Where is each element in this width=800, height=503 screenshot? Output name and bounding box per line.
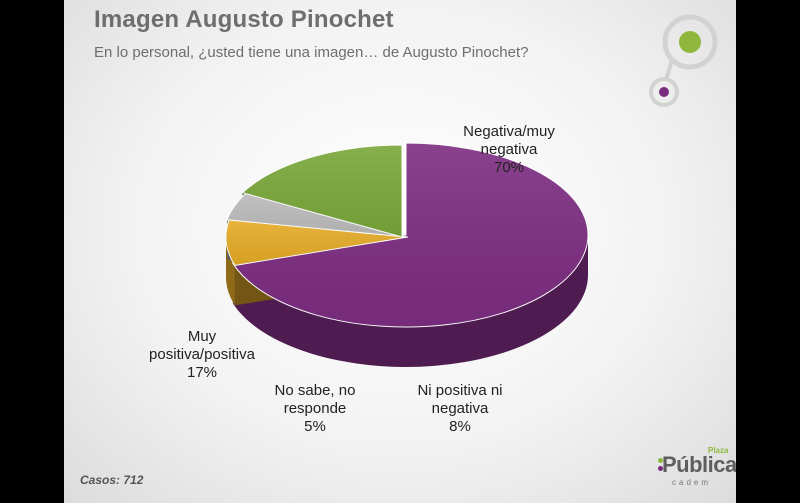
brand-cadem: cadem (672, 478, 712, 487)
chart-subtitle: En lo personal, ¿usted tiene una imagen…… (94, 44, 529, 61)
pie-slice-gloss-ni-positiva (226, 219, 408, 266)
pie-slice-gloss-muy-positiva (242, 145, 402, 237)
pie-chart (225, 142, 589, 368)
sample-size-note: Casos: 712 (80, 473, 144, 487)
brand-dot-green-icon (658, 458, 663, 463)
slice-label-muy-positiva: Muy positiva/positiva 17% (149, 328, 255, 381)
slice-label-no-sabe: No sabe, no responde 5% (274, 382, 356, 435)
brand-plaza: Plaza (708, 446, 729, 455)
brand-logo: Plaza Pública cadem (658, 446, 736, 492)
chart-title: Imagen Augusto Pinochet (94, 6, 394, 33)
pie-slice-gloss-negativa (232, 143, 588, 327)
brand-publica: Pública (662, 452, 736, 477)
slice-label-negativa: Negativa/muy negativa 70% (463, 123, 555, 176)
brand-dot-purple-icon (658, 466, 663, 471)
slice-label-ni-positiva: Ni positiva ni negativa 8% (417, 382, 503, 435)
slide: Imagen Augusto Pinochet En lo personal, … (64, 0, 736, 503)
pie-side-negativa (232, 235, 588, 368)
pie-tops (225, 142, 589, 328)
brand-circles-icon (649, 14, 718, 107)
